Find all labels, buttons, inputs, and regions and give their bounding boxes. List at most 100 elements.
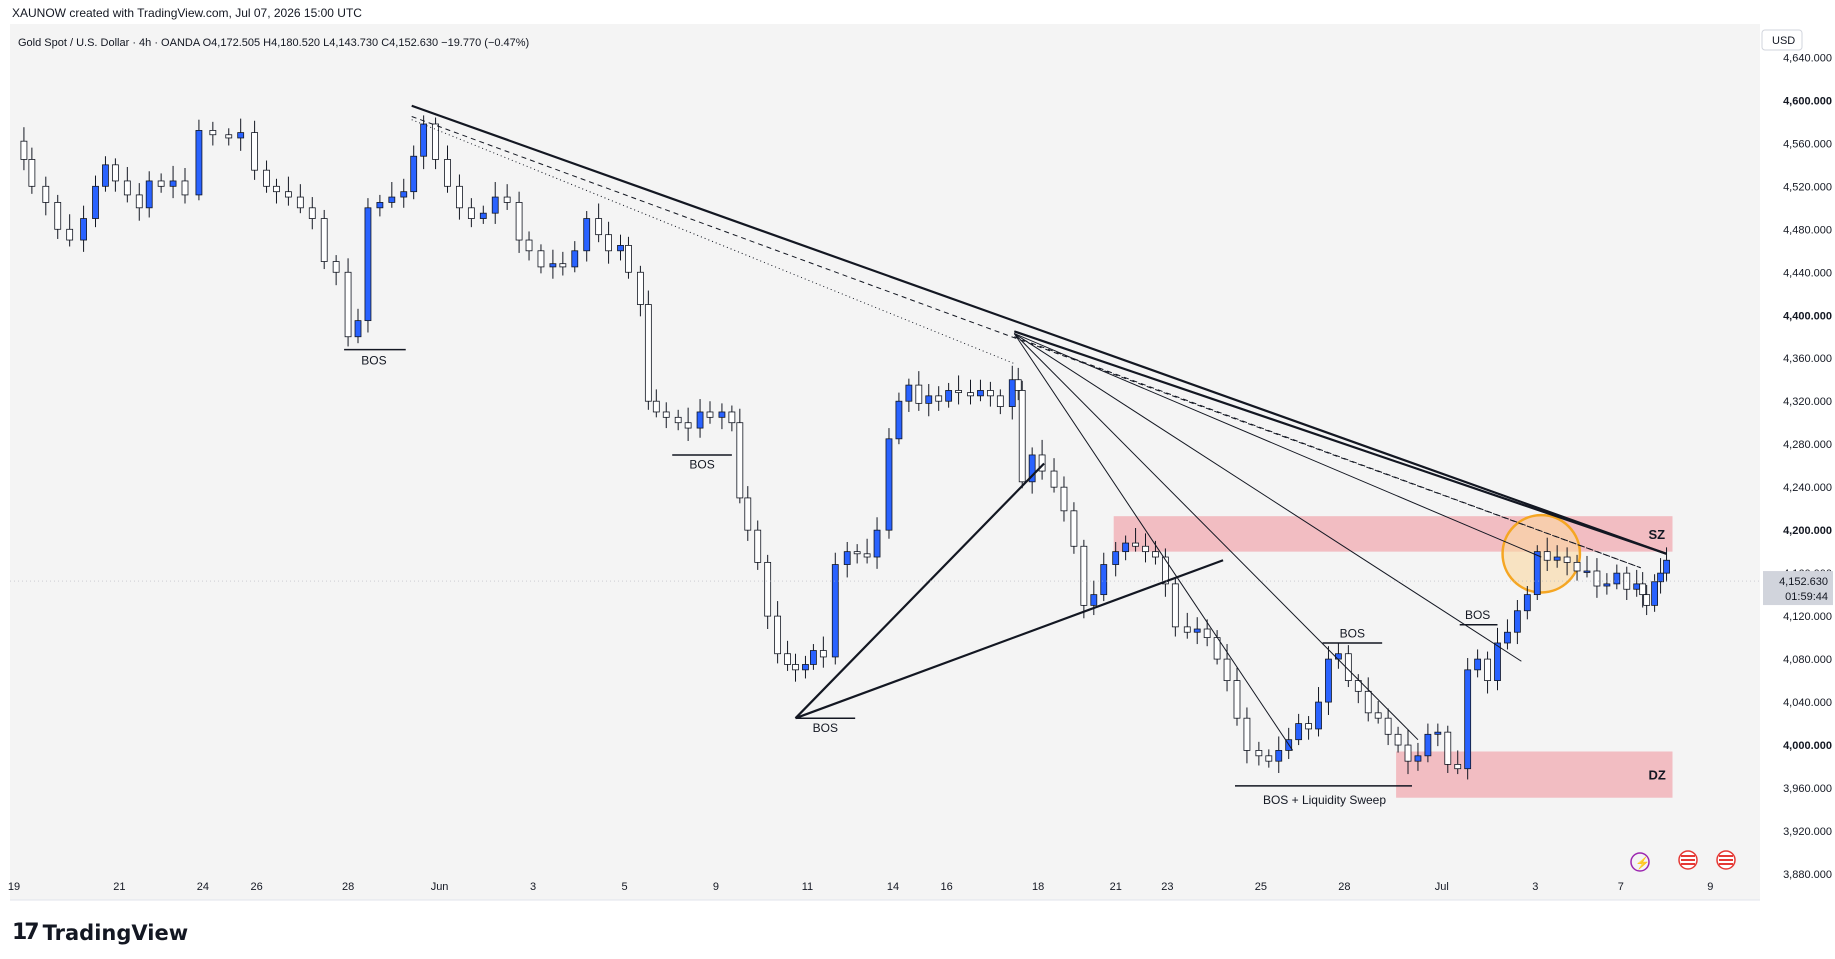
- candle-body: [1474, 658, 1482, 671]
- candle-body: [802, 664, 809, 671]
- candle-body: [503, 196, 511, 203]
- candle-body: [1100, 564, 1108, 596]
- candle-body: [1038, 454, 1046, 472]
- zone-dz: [1396, 751, 1673, 798]
- currency-box[interactable]: [1761, 29, 1803, 51]
- highlight-circle: [1501, 513, 1582, 594]
- candle-body: [102, 164, 109, 187]
- candle-body: [1152, 551, 1159, 558]
- candle-body: [181, 180, 189, 196]
- y-tick-label: 4,000.000: [1783, 740, 1832, 752]
- candle-body: [1193, 628, 1201, 633]
- x-tick-label: 28: [342, 881, 354, 893]
- candle-body: [1090, 594, 1098, 606]
- candle-body: [764, 561, 772, 617]
- candle-body: [644, 304, 652, 402]
- annotation-4: BOS: [1465, 608, 1490, 622]
- y-tick-label: 4,400.000: [1783, 310, 1832, 322]
- candle-body: [273, 185, 280, 193]
- candle-body: [754, 529, 762, 563]
- candle-body: [1404, 744, 1412, 762]
- candle-body: [195, 130, 203, 196]
- us-flag-icon-2[interactable]: [1716, 850, 1736, 870]
- candle-body: [420, 123, 428, 157]
- candle-body: [54, 202, 62, 230]
- candle-body: [376, 202, 384, 209]
- candle-body: [706, 411, 714, 418]
- x-tick-label: Jul: [1435, 881, 1449, 893]
- candle-body: [774, 615, 782, 655]
- candle-body: [1454, 764, 1462, 770]
- trendline-line-8: [1013, 333, 1294, 751]
- x-tick-label: Jun: [431, 881, 449, 893]
- candle-body: [1028, 454, 1036, 483]
- candle-body: [410, 155, 418, 193]
- lightning-icon[interactable]: ⚡: [1630, 852, 1650, 872]
- y-tick-label: 4,440.000: [1783, 267, 1832, 279]
- candle-body: [1603, 583, 1611, 587]
- x-tick-label: 19: [8, 881, 20, 893]
- y-tick-label: 4,600.000: [1783, 95, 1832, 107]
- candle-body: [20, 140, 28, 160]
- y-tick-label: 4,040.000: [1783, 697, 1832, 709]
- price-chart[interactable]: SZ DZ BOS BOS BOS BOS BOS BOS + Liquidity Swee…: [0, 24, 1835, 904]
- x-tick-label: 25: [1255, 881, 1267, 893]
- candle-body: [42, 185, 50, 203]
- candle-body: [1663, 559, 1670, 574]
- candle-body: [1374, 712, 1382, 719]
- candle-body: [1504, 631, 1511, 644]
- candle-body: [935, 395, 943, 402]
- x-tick-label: 9: [713, 881, 719, 893]
- chart-container[interactable]: SZ DZ BOS BOS BOS BOS BOS BOS + Liquidity Swee…: [0, 24, 1835, 904]
- candle-body: [905, 384, 913, 402]
- x-tick-label: 26: [250, 881, 262, 893]
- candle-body: [1243, 717, 1251, 751]
- trendline-line-9: [794, 462, 1045, 719]
- brand-name: TradingView: [42, 920, 189, 945]
- candle-body: [400, 191, 408, 198]
- y-tick-label: 4,200.000: [1783, 525, 1832, 537]
- candle-body: [1080, 545, 1088, 606]
- y-tick-label: 3,880.000: [1783, 869, 1832, 881]
- currency-label[interactable]: USD: [1772, 35, 1795, 47]
- trendline-line-5: [1014, 333, 1542, 558]
- candle-body: [456, 185, 463, 209]
- x-tick-label: 3: [1532, 881, 1538, 893]
- candle-body: [784, 653, 791, 665]
- candle-body: [1657, 572, 1664, 583]
- candle-body: [1553, 556, 1561, 561]
- y-tick-label: 3,960.000: [1783, 783, 1832, 795]
- candle-body: [467, 207, 475, 219]
- candle-body: [549, 263, 557, 268]
- annotations-layer: BOS BOS BOS BOS BOS BOS + Liquidity Sweep: [361, 353, 1490, 806]
- trendline-line-0: [411, 104, 1667, 555]
- candle-body: [571, 250, 579, 268]
- y-tick-label: 4,080.000: [1783, 654, 1832, 666]
- candle-body: [1008, 379, 1016, 407]
- candle-body: [1275, 750, 1283, 762]
- candle-body: [1325, 658, 1332, 703]
- candle-body: [80, 218, 87, 241]
- price-axis: 4,640.000 4,600.000 4,560.000 4,520.000 4,48…: [10, 52, 1833, 881]
- candle-body: [1354, 680, 1362, 692]
- candle-body: [728, 411, 736, 424]
- candle-body: [515, 202, 523, 241]
- candle-body: [1122, 542, 1130, 553]
- candle-body: [955, 390, 962, 394]
- y-tick-label: 4,280.000: [1783, 439, 1832, 451]
- chart-credit: XAUNOW created with TradingView.com, Jul…: [12, 6, 362, 20]
- candle-body: [157, 180, 165, 187]
- candle-body: [354, 320, 362, 338]
- countdown-label: 01:59:44: [1785, 591, 1828, 603]
- candle-body: [792, 664, 799, 671]
- candle-body: [996, 395, 1004, 407]
- tradingview-logo[interactable]: 17 TradingView: [12, 920, 188, 945]
- candle-body: [1142, 545, 1149, 553]
- candle-body: [332, 261, 340, 273]
- us-flag-icon[interactable]: [1678, 850, 1698, 870]
- candle-body: [652, 400, 660, 413]
- candle-body: [696, 411, 704, 429]
- x-tick-label: 24: [197, 881, 209, 893]
- candle-body: [1523, 594, 1531, 612]
- candle-body: [1543, 551, 1551, 561]
